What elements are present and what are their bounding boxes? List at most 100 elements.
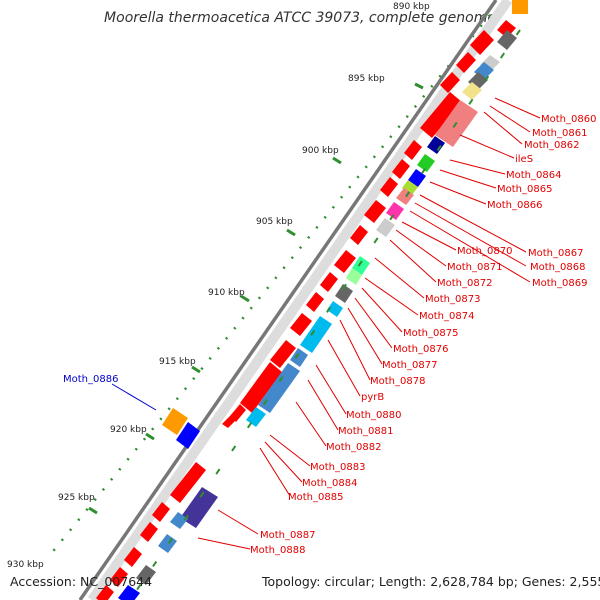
- tick-label-910: 910 kbp: [208, 288, 245, 298]
- gene-label-moth-0871: Moth_0871: [447, 262, 502, 273]
- accession-text: Accession: NC_007644: [10, 574, 153, 589]
- gene-feature: [392, 159, 410, 179]
- gene-label-moth-0862: Moth_0862: [524, 140, 579, 151]
- map-title: Moorella thermoacetica ATCC 39073, compl…: [104, 10, 496, 26]
- gene-feature: [470, 30, 494, 55]
- gene-feature: [352, 256, 370, 275]
- tick-label-905: 905 kbp: [256, 217, 293, 227]
- gene-feature: [427, 136, 445, 154]
- gene-label-moth-0882: Moth_0882: [326, 442, 381, 453]
- gene-labels: Moth_0860 Moth_0861 Moth_0862 ileS Moth_…: [250, 114, 596, 556]
- tick-labels: 890 kbp 895 kbp 900 kbp 905 kbp 910 kbp …: [7, 2, 430, 570]
- tick-label-920: 920 kbp: [110, 425, 147, 435]
- gene-feature: [334, 250, 356, 273]
- backbone-shadow: [87, 0, 513, 600]
- gene-label-moth-0873: Moth_0873: [425, 294, 480, 305]
- tick-label-930: 930 kbp: [7, 560, 44, 570]
- gene-feature: [327, 301, 343, 317]
- gene-feature: [306, 292, 324, 312]
- gene-label-moth-0885: Moth_0885: [288, 492, 343, 503]
- tick-mark: [332, 156, 342, 165]
- gene-feature: [386, 202, 404, 220]
- gene-feature: [440, 72, 460, 93]
- gene-label-moth-0875: Moth_0875: [403, 328, 458, 339]
- gene-feature: [456, 52, 476, 73]
- gene-label-moth-0872: Moth_0872: [437, 278, 492, 289]
- gene-feature: [290, 313, 312, 336]
- tick-mark: [286, 228, 296, 237]
- gene-feature: [222, 414, 236, 428]
- gene-feature: [258, 363, 300, 413]
- tick-mark: [88, 506, 98, 515]
- tick-label-915: 915 kbp: [159, 357, 196, 367]
- gene-feature: [417, 154, 435, 172]
- tick-label-925: 925 kbp: [58, 493, 95, 503]
- gene-feature: [162, 408, 188, 435]
- gene-features-inner: [162, 0, 528, 449]
- tick-mark: [191, 365, 201, 374]
- gene-features-upper: [222, 30, 494, 428]
- tick-mark: [145, 432, 155, 441]
- gene-label-moth-0877: Moth_0877: [382, 360, 437, 371]
- gene-label-moth-0886: Moth_0886: [63, 374, 118, 385]
- gene-feature: [152, 502, 170, 522]
- gene-feature: [140, 522, 158, 542]
- gene-feature: [136, 565, 156, 585]
- gc-skew-inner-track: [129, 29, 521, 600]
- gene-feature: [176, 422, 200, 449]
- gc-skew-outer-track: [49, 14, 491, 556]
- gene-feature: [497, 30, 517, 50]
- gene-label-moth-0887: Moth_0887: [260, 530, 315, 541]
- gene-label-moth-0861: Moth_0861: [532, 128, 587, 139]
- gene-label-moth-0869: Moth_0869: [532, 278, 587, 289]
- gene-feature: [380, 177, 398, 197]
- gene-feature: [290, 348, 308, 367]
- gene-feature: [170, 462, 206, 503]
- gene-feature: [300, 316, 332, 353]
- gene-label-moth-0860: Moth_0860: [541, 114, 596, 125]
- gene-feature: [270, 340, 296, 368]
- gene-feature: [158, 534, 177, 553]
- gene-feature: [420, 92, 462, 138]
- gene-feature: [240, 362, 282, 413]
- gene-label-moth-0881: Moth_0881: [338, 426, 393, 437]
- gene-feature: [96, 585, 114, 600]
- gene-feature: [246, 407, 266, 427]
- gene-feature: [110, 567, 128, 587]
- backbone-line: [78, 0, 498, 600]
- gene-label-moth-0866: Moth_0866: [487, 200, 542, 211]
- gene-feature: [404, 140, 422, 160]
- genome-summary-text: Topology: circular; Length: 2,628,784 bp…: [262, 574, 600, 589]
- gene-feature: [118, 585, 140, 600]
- gene-feature: [346, 268, 362, 285]
- gene-label-moth-0867: Moth_0867: [528, 248, 583, 259]
- gene-feature: [364, 200, 386, 223]
- gene-label-moth-0865: Moth_0865: [497, 184, 552, 195]
- gene-feature: [408, 169, 426, 187]
- gene-feature: [350, 225, 368, 245]
- gene-label-moth-0878: Moth_0878: [370, 376, 425, 387]
- gene-label-moth-0876: Moth_0876: [393, 344, 448, 355]
- gene-feature: [376, 218, 395, 237]
- gene-label-moth-0864: Moth_0864: [506, 170, 561, 181]
- gene-feature: [335, 284, 353, 303]
- tick-label-890: 890 kbp: [393, 2, 430, 12]
- gene-feature: [497, 20, 516, 38]
- tick-mark: [240, 294, 250, 303]
- gene-feature: [462, 82, 482, 100]
- tick-marks: [88, 82, 424, 515]
- gene-feature: [512, 0, 528, 14]
- tick-mark: [414, 82, 424, 90]
- gene-feature: [170, 512, 188, 529]
- gene-label-moth-0884: Moth_0884: [302, 478, 357, 489]
- gene-label-moth-0883: Moth_0883: [310, 462, 365, 473]
- tick-label-900: 900 kbp: [302, 146, 339, 156]
- gene-label-moth-0880: Moth_0880: [346, 410, 401, 421]
- gene-feature: [180, 487, 218, 528]
- gene-label-moth-0888: Moth_0888: [250, 545, 305, 556]
- gene-label-moth-0874: Moth_0874: [419, 311, 474, 322]
- gene-label-pyrb: pyrB: [361, 392, 384, 403]
- tick-label-895: 895 kbp: [348, 74, 385, 84]
